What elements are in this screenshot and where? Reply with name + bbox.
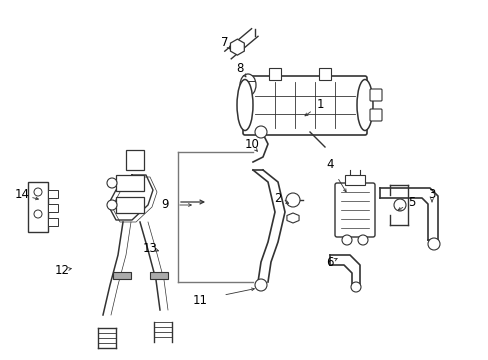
Ellipse shape — [356, 80, 372, 130]
Ellipse shape — [107, 178, 117, 188]
Bar — [48, 204, 58, 212]
Circle shape — [34, 210, 42, 218]
Bar — [268, 68, 281, 80]
Text: 14: 14 — [15, 189, 29, 202]
Bar — [48, 218, 58, 226]
Bar — [126, 150, 143, 170]
Polygon shape — [230, 39, 244, 55]
Bar — [345, 175, 364, 185]
Text: 4: 4 — [325, 158, 333, 171]
Text: 13: 13 — [142, 242, 157, 255]
Polygon shape — [286, 213, 299, 223]
Circle shape — [285, 193, 299, 207]
Text: 12: 12 — [54, 264, 69, 276]
Circle shape — [34, 188, 42, 196]
FancyBboxPatch shape — [243, 76, 366, 135]
Text: 6: 6 — [325, 256, 333, 269]
Ellipse shape — [107, 200, 117, 210]
Text: 9: 9 — [161, 198, 168, 211]
Text: 5: 5 — [407, 195, 415, 208]
Text: 3: 3 — [427, 189, 435, 202]
Circle shape — [254, 126, 266, 138]
Circle shape — [357, 235, 367, 245]
Text: 2: 2 — [274, 192, 281, 204]
Ellipse shape — [240, 74, 256, 96]
Bar — [48, 190, 58, 198]
Ellipse shape — [237, 80, 252, 130]
Bar — [116, 175, 143, 191]
Text: 7: 7 — [221, 36, 228, 49]
Circle shape — [341, 235, 351, 245]
FancyBboxPatch shape — [334, 183, 374, 237]
Circle shape — [393, 199, 405, 211]
Text: 10: 10 — [244, 139, 259, 152]
Circle shape — [427, 238, 439, 250]
Text: 11: 11 — [192, 293, 207, 306]
Bar — [318, 68, 330, 80]
Circle shape — [350, 282, 360, 292]
Bar — [150, 272, 168, 279]
Text: 1: 1 — [316, 99, 323, 112]
Bar — [113, 272, 131, 279]
FancyBboxPatch shape — [369, 89, 381, 101]
Bar — [28, 182, 48, 232]
FancyBboxPatch shape — [369, 109, 381, 121]
Bar — [116, 197, 143, 213]
Text: 8: 8 — [236, 62, 243, 75]
Circle shape — [254, 279, 266, 291]
